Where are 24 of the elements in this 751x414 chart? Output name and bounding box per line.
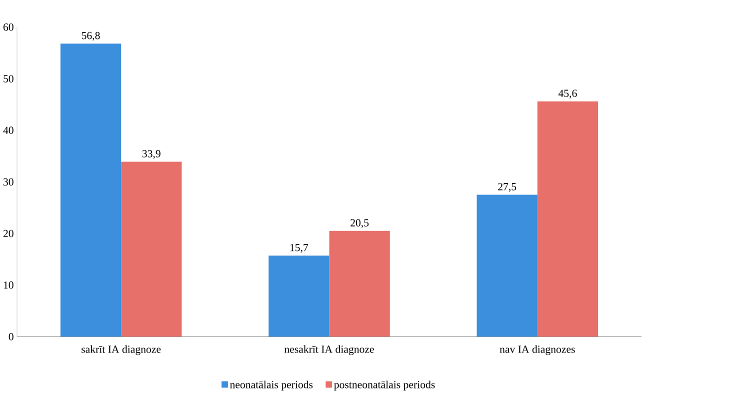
data-label: 56,8 [82, 32, 100, 41]
data-label: 20,5 [350, 219, 369, 228]
y-tick-label: 60 [3, 24, 14, 31]
y-tick-label: 40 [3, 126, 14, 134]
bar [268, 256, 330, 337]
bar [329, 231, 390, 337]
y-tick-label: 10 [4, 282, 14, 289]
legend-label: postneonatālais periods [334, 380, 435, 391]
x-tick-label: sakrīt IA diagnoze [82, 345, 161, 356]
data-label: 45,6 [558, 90, 577, 99]
y-tick-label: 50 [4, 75, 14, 83]
x-tick-label: nav IA diagnozes [500, 345, 575, 356]
bar [60, 44, 122, 337]
y-tick-label: 20 [3, 230, 14, 238]
bar [121, 162, 182, 337]
x-tick-label: nesakrīt IA diagnoze [284, 345, 374, 356]
data-label: 15,7 [290, 244, 308, 253]
data-label: 33,9 [142, 150, 160, 160]
y-tick-label: 0 [8, 333, 14, 341]
legend-label: neonatālais periods [230, 380, 313, 391]
bar [476, 195, 538, 337]
y-tick-label: 30 [4, 178, 14, 186]
bar [537, 102, 598, 337]
data-label: 27,5 [498, 183, 516, 192]
